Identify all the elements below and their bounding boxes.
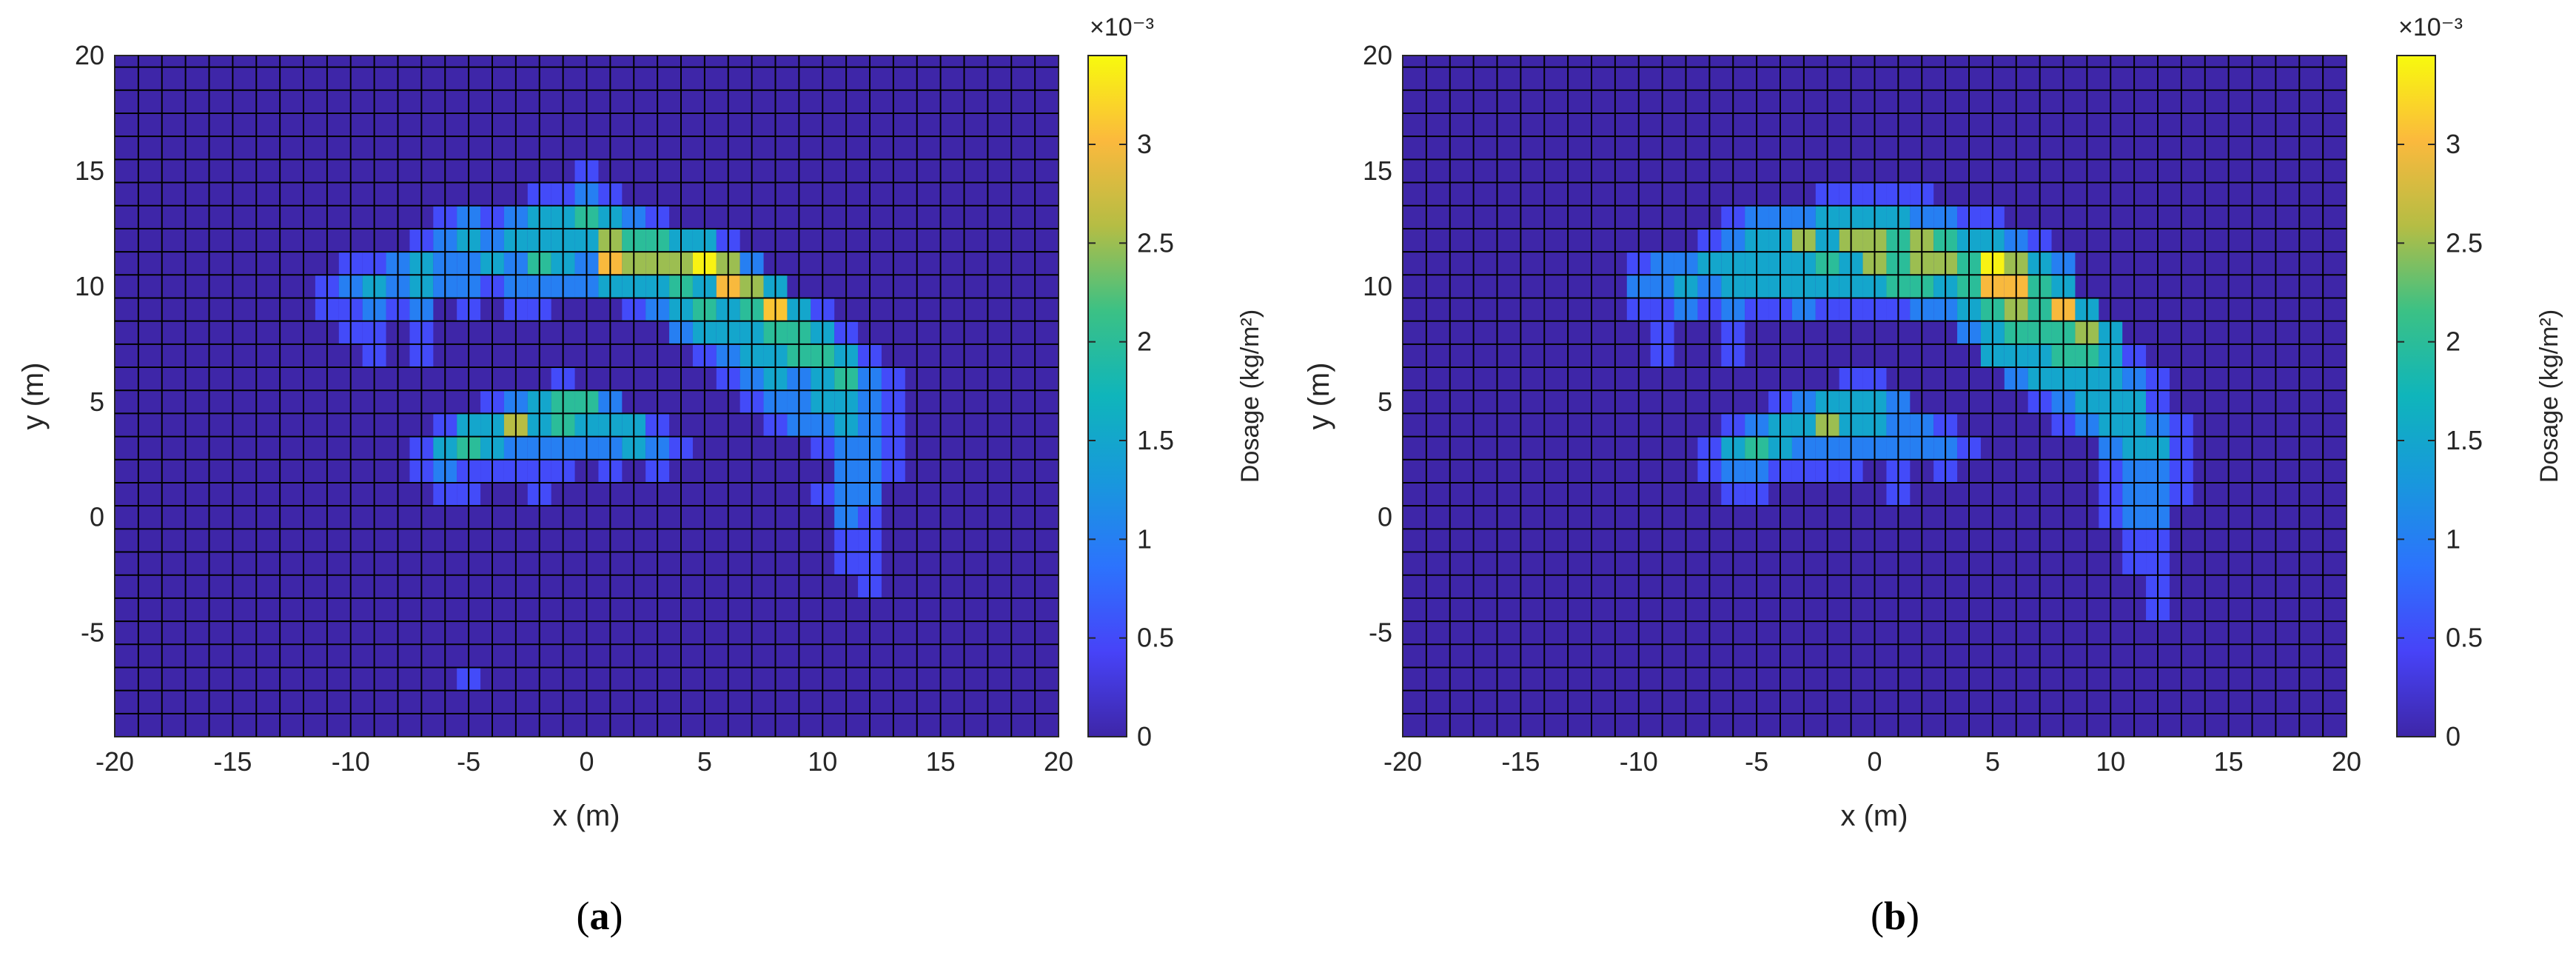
y-axis-label-a: y (m) xyxy=(17,362,50,429)
y-tick-label: 5 xyxy=(90,386,104,417)
colorbar-exponent-a: ×10⁻³ xyxy=(1090,13,1154,41)
y-tick-label: 20 xyxy=(1363,40,1392,70)
y-tick-label: 15 xyxy=(75,155,104,186)
x-tick-label: -10 xyxy=(332,746,370,777)
x-axis-label-b: x (m) xyxy=(1840,800,1908,832)
x-tick-label: -10 xyxy=(1620,746,1658,777)
y-tick-label: 5 xyxy=(1378,386,1392,417)
colorbar-ticks-a: 0 0.5 1 1.5 2 2.5 3 xyxy=(1088,129,1174,752)
y-axis-label-b: y (m) xyxy=(1303,362,1335,429)
colorbar-tick-label: 3 xyxy=(2446,129,2461,159)
colorbar-label-a: Dosage (kg/m²) xyxy=(1236,309,1264,483)
y-axis-ticks-b: -5 0 5 10 15 20 xyxy=(1363,40,1392,648)
x-tick-label: 10 xyxy=(2096,746,2125,777)
y-axis-ticks-a: -5 0 5 10 15 20 xyxy=(75,40,104,648)
x-tick-label: -20 xyxy=(1383,746,1422,777)
x-tick-label: -15 xyxy=(1501,746,1540,777)
colorbar-tick-label: 1.5 xyxy=(1137,425,1174,455)
colorbar-b xyxy=(2396,55,2436,737)
y-tick-label: 10 xyxy=(1363,271,1392,301)
colorbar-a xyxy=(1087,55,1127,737)
colorbar-label-b: Dosage (kg/m²) xyxy=(2535,309,2563,483)
x-tick-label: 0 xyxy=(579,746,594,777)
colorbar-exponent-b: ×10⁻³ xyxy=(2398,13,2463,41)
colorbar-tick-label: 2 xyxy=(2446,327,2461,357)
colorbar-tick-label: 1 xyxy=(1137,523,1152,554)
x-tick-label: 15 xyxy=(2214,746,2244,777)
y-tick-label: 20 xyxy=(75,40,104,70)
colorbar-tick-label: 0.5 xyxy=(1137,623,1174,653)
colorbar-ticks-b: 0 0.5 1 1.5 2 2.5 3 xyxy=(2397,129,2483,752)
x-tick-label: -5 xyxy=(1745,746,1768,777)
colorbar-tick-label: 3 xyxy=(1137,129,1152,159)
x-tick-label: -15 xyxy=(213,746,252,777)
colorbar-tick-label: 2.5 xyxy=(2446,227,2483,258)
grid-lines-a xyxy=(115,56,1059,737)
x-axis-ticks-b: -20 -15 -10 -5 0 5 10 15 20 xyxy=(1383,746,2361,777)
x-axis-label-a: x (m) xyxy=(552,800,620,832)
panel-label-b: (b) xyxy=(1871,894,1919,938)
x-tick-label: -20 xyxy=(95,746,134,777)
x-tick-label: 5 xyxy=(1985,746,2000,777)
colorbar-tick-label: 0 xyxy=(1137,721,1152,752)
colorbar-tick-label: 1.5 xyxy=(2446,425,2483,455)
grid-lines-b xyxy=(1403,56,2347,737)
colorbar-tick-label: 2 xyxy=(1137,327,1152,357)
x-tick-label: 15 xyxy=(926,746,956,777)
colorbar-tick-label: 2.5 xyxy=(1137,227,1174,258)
colorbar-tick-label: 0.5 xyxy=(2446,623,2483,653)
colorbar-tick-label: 0 xyxy=(2446,721,2461,752)
y-tick-label: -5 xyxy=(81,617,104,648)
y-tick-label: 10 xyxy=(75,271,104,301)
x-axis-ticks-a: -20 -15 -10 -5 0 5 10 15 20 xyxy=(95,746,1073,777)
y-tick-label: 0 xyxy=(1378,502,1392,532)
y-tick-label: -5 xyxy=(1369,617,1392,648)
y-tick-label: 15 xyxy=(1363,155,1392,186)
x-tick-label: 10 xyxy=(808,746,837,777)
colorbar-tick-label: 1 xyxy=(2446,523,2461,554)
x-tick-label: 5 xyxy=(697,746,712,777)
x-tick-label: 0 xyxy=(1867,746,1882,777)
y-tick-label: 0 xyxy=(90,502,104,532)
x-tick-label: 20 xyxy=(1044,746,1073,777)
x-tick-label: 20 xyxy=(2332,746,2361,777)
panel-label-a: (a) xyxy=(577,894,623,938)
x-tick-label: -5 xyxy=(457,746,480,777)
